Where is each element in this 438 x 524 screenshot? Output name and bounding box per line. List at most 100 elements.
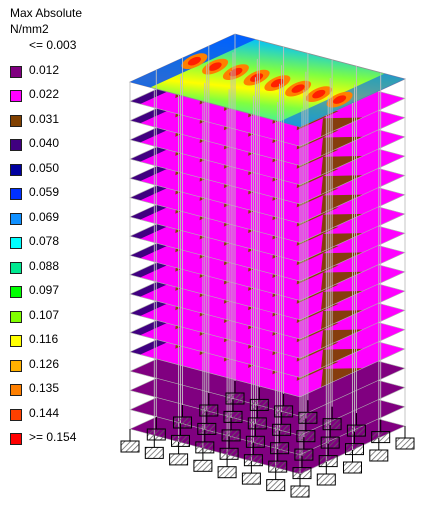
support-base [268,460,288,473]
support-base [195,441,215,454]
legend-entry: 0.031 [10,112,90,130]
legend-entry: 0.050 [10,161,90,179]
legend-label: 0.059 [29,185,60,199]
support-base [322,418,342,431]
support-base [225,392,245,405]
support-base [247,417,267,430]
legend-label: >= 0.154 [29,430,77,444]
legend-swatch [10,261,22,274]
support-base [169,453,189,466]
legend-label: 0.069 [29,209,60,224]
legend-label: 0.097 [29,283,60,297]
legend-swatch [10,408,22,421]
support-base [199,404,219,417]
roof-hotspot [208,62,222,71]
roof-hotspot [291,84,305,93]
support-base [298,411,318,424]
legend-label: 0.050 [29,160,60,175]
legend-label: <= 0.003 [29,38,77,52]
support-base [120,440,140,453]
support-base [369,449,389,462]
legend-swatch [10,335,22,347]
legend-entry: 0.059 [10,185,90,203]
legend-label: 0.022 [29,87,60,101]
legend-label: 0.088 [29,258,60,273]
legend-swatch [10,188,22,200]
legend-swatch [10,433,22,445]
legend-label: 0.040 [29,136,60,150]
support-base [371,431,391,444]
support-base [217,466,237,479]
roof-hotspot [270,78,284,88]
support-base [343,461,362,474]
stress-legend: Max Absolute N/mm2 <= 0.003 0.012 0.022 0.0… [0,0,90,480]
support-base [249,398,269,411]
support-base [173,416,192,429]
legend-entry: 0.116 [10,332,90,350]
legend-label: 0.126 [29,356,60,371]
support-base [223,410,243,423]
legend-entry: 0.126 [10,357,90,375]
support-base [320,436,340,449]
support-base [318,455,338,468]
legend-label: 0.144 [29,405,60,420]
legend-label: 0.116 [29,332,59,346]
support-base [266,479,286,492]
support-base [219,447,239,460]
legend-entry: 0.144 [10,406,90,424]
support-base [290,485,310,498]
legend-swatch [10,359,22,372]
support-base [292,467,312,480]
legend-entry: 0.135 [10,381,90,399]
support-base [144,446,164,459]
support-base [346,424,366,437]
legend-label: 0.031 [29,111,60,126]
legend-entry: 0.088 [10,259,90,277]
support-base [294,448,314,461]
legend-label: 0.012 [29,62,60,77]
support-base [197,422,217,435]
legend-swatch [10,384,22,396]
legend-label: 0.078 [29,234,60,248]
support-base [221,429,241,442]
roof-hotspot [312,89,326,99]
support-base [274,405,294,418]
legend-swatch [10,237,22,249]
legend-entry: >= 0.154 [10,430,90,448]
support-base [193,459,213,472]
roof-hotspot [250,73,264,82]
support-base [316,473,336,486]
roof-hotspot [187,56,201,66]
legend-entry: <= 0.003 [10,38,90,56]
support-base [243,454,263,467]
legend-entry: 0.078 [10,234,90,252]
legend-swatch [10,286,22,298]
support-base [296,430,316,443]
legend-swatch [10,139,22,151]
support-base [272,423,292,436]
support-base [171,434,190,447]
legend-title: Max Absolute [10,6,83,20]
legend-entry: 0.069 [10,210,90,228]
legend-entry: 0.040 [10,136,90,154]
legend-swatch [10,310,22,323]
support-base [245,435,265,448]
support-base [395,437,415,450]
legend-swatch [10,90,22,102]
legend-entry: 0.012 [10,63,90,81]
legend-swatch [10,163,22,176]
legend-swatch [10,65,22,78]
legend-swatch [10,114,22,127]
legend-label: 0.107 [29,307,60,322]
support-base [241,472,261,485]
support-base [270,442,290,455]
legend-entry: 0.022 [10,87,90,105]
legend-swatch [10,212,22,225]
legend-entry: 0.097 [10,283,90,301]
legend-entry: 0.107 [10,308,90,326]
legend-units: N/mm2 [10,22,49,36]
support-base [146,428,166,441]
support-base [345,443,364,456]
legend-label: 0.135 [29,381,60,395]
